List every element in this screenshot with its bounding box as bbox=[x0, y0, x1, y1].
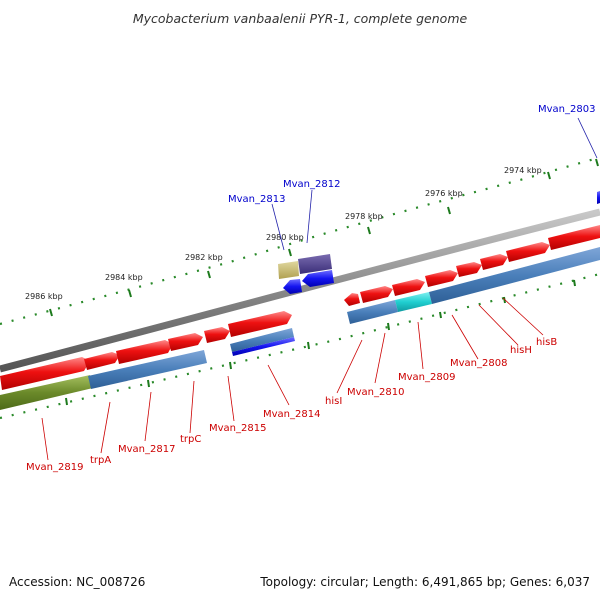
leader-line bbox=[271, 203, 285, 251]
label-leaders-forward bbox=[41, 297, 544, 461]
tick-mark bbox=[229, 361, 232, 370]
tick-mark bbox=[207, 270, 211, 279]
tick-label-2986: 2986 kbp bbox=[25, 292, 63, 301]
tick-mark bbox=[547, 171, 551, 180]
gene-label-trpA[interactable]: trpA bbox=[90, 455, 111, 466]
gene-block[interactable] bbox=[429, 247, 600, 304]
tick-mark bbox=[447, 206, 451, 215]
tick-label-2980: 2980 kbp bbox=[266, 233, 304, 242]
tick-mark bbox=[439, 311, 442, 319]
tick-label-2978: 2978 kbp bbox=[345, 212, 383, 221]
gene-label-mvan-2819[interactable]: Mvan_2819 bbox=[26, 462, 83, 473]
tick-mark bbox=[503, 296, 506, 304]
cds-arrow[interactable] bbox=[597, 191, 600, 204]
tick-mark bbox=[49, 308, 53, 317]
cds-arrow[interactable] bbox=[228, 311, 292, 337]
scale-track-inner bbox=[0, 272, 600, 420]
leader-line bbox=[451, 314, 479, 360]
cds-arrow[interactable] bbox=[548, 225, 600, 250]
leader-line bbox=[417, 321, 424, 370]
tick-label-2974: 2974 kbp bbox=[504, 166, 542, 175]
gene-block[interactable] bbox=[230, 328, 294, 352]
gene-label-mvan-2813[interactable]: Mvan_2813 bbox=[228, 194, 285, 205]
tick-label-2982: 2982 kbp bbox=[185, 253, 223, 262]
tick-mark bbox=[595, 158, 599, 167]
gene-label-hisH[interactable]: hisH bbox=[510, 345, 532, 356]
cds-arrow[interactable] bbox=[283, 279, 302, 294]
cds-arrow[interactable] bbox=[168, 333, 203, 351]
reverse-gene-track[interactable] bbox=[0, 247, 600, 410]
tick-mark bbox=[367, 226, 371, 235]
genome-summary-text: Topology: circular; Length: 6,491,865 bp… bbox=[259, 575, 590, 589]
tick-mark bbox=[288, 248, 292, 257]
gene-block[interactable] bbox=[232, 337, 295, 356]
gene-block[interactable] bbox=[88, 350, 207, 389]
leader-line bbox=[267, 364, 290, 406]
gene-label-trpC[interactable]: trpC bbox=[180, 434, 201, 445]
leader-line bbox=[336, 339, 363, 394]
gene-block[interactable] bbox=[298, 254, 332, 274]
leader-line bbox=[100, 401, 111, 454]
leader-line bbox=[41, 417, 49, 461]
gene-block[interactable] bbox=[347, 300, 398, 324]
tick-mark bbox=[573, 279, 576, 287]
gene-label-hisI[interactable]: hisI bbox=[325, 396, 342, 407]
cds-arrow[interactable] bbox=[425, 270, 458, 287]
gene-label-mvan-2812[interactable]: Mvan_2812 bbox=[283, 179, 340, 190]
tick-mark bbox=[65, 397, 68, 406]
gene-label-mvan-2814[interactable]: Mvan_2814 bbox=[263, 409, 320, 420]
gene-block[interactable] bbox=[395, 292, 432, 312]
cds-arrow[interactable] bbox=[480, 254, 508, 270]
tick-mark bbox=[128, 289, 132, 298]
gene-label-mvan-2815[interactable]: Mvan_2815 bbox=[209, 423, 266, 434]
gene-label-hisB[interactable]: hisB bbox=[536, 337, 557, 348]
leader-line bbox=[577, 117, 598, 159]
gene-label-mvan-2810[interactable]: Mvan_2810 bbox=[347, 387, 404, 398]
cds-arrow[interactable] bbox=[506, 242, 550, 262]
scale-major-ticks bbox=[49, 158, 599, 317]
scale-inner-ticks bbox=[65, 279, 576, 406]
cds-arrow[interactable] bbox=[116, 340, 173, 364]
leader-line bbox=[306, 189, 313, 244]
label-leaders-reverse bbox=[271, 117, 598, 251]
tick-mark bbox=[147, 379, 150, 388]
cds-arrow[interactable] bbox=[344, 293, 360, 306]
leader-line bbox=[189, 380, 195, 434]
gene-label-mvan-2808[interactable]: Mvan_2808 bbox=[450, 358, 507, 369]
cds-arrow[interactable] bbox=[0, 357, 90, 390]
gene-block[interactable] bbox=[0, 375, 93, 410]
cds-arrow[interactable] bbox=[392, 279, 425, 296]
cds-arrow[interactable] bbox=[360, 286, 393, 303]
tick-mark bbox=[307, 341, 310, 350]
cds-arrow[interactable] bbox=[204, 327, 230, 343]
genome-backbone bbox=[0, 208, 600, 373]
leader-line bbox=[502, 297, 544, 336]
cds-arrow[interactable] bbox=[302, 270, 334, 287]
map-title: Mycobacterium vanbaalenii PYR-1, complet… bbox=[133, 11, 468, 26]
gene-label-mvan-2817[interactable]: Mvan_2817 bbox=[118, 444, 175, 455]
gene-label-mvan-2809[interactable]: Mvan_2809 bbox=[398, 372, 455, 383]
forward-cds-track[interactable] bbox=[0, 225, 600, 390]
accession-text: Accession: NC_008726 bbox=[9, 575, 145, 589]
leader-line bbox=[374, 332, 386, 384]
mvan-2812-2813-blocks[interactable] bbox=[278, 254, 334, 294]
leader-line bbox=[227, 375, 235, 422]
cds-arrow[interactable] bbox=[84, 352, 120, 370]
tick-label-2984: 2984 kbp bbox=[105, 273, 143, 282]
cds-arrow[interactable] bbox=[456, 262, 482, 277]
gene-label-mvan-2803[interactable]: Mvan_2803 bbox=[538, 104, 595, 115]
tick-mark bbox=[387, 322, 390, 331]
leader-line bbox=[144, 391, 152, 442]
gene-block[interactable] bbox=[278, 261, 299, 279]
tick-label-2976: 2976 kbp bbox=[425, 189, 463, 198]
leader-line bbox=[478, 304, 519, 346]
